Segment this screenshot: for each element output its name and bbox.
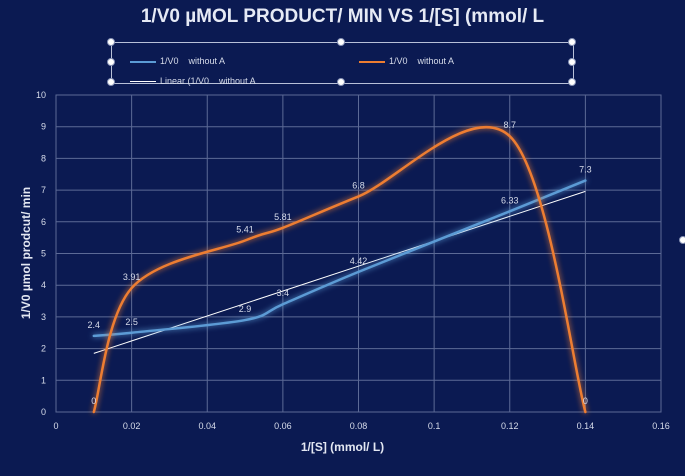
y-tick-label: 6 xyxy=(41,217,46,227)
chart-title: 1/V0 µMOL PRODUCT/ MIN VS 1/[S] (mmol/ L xyxy=(140,6,545,27)
series-line-2 xyxy=(92,125,587,414)
data-label-series-1: 2.5 xyxy=(125,317,138,327)
data-label-series-2: 0 xyxy=(583,396,588,406)
legend-swatch-trendline xyxy=(130,81,157,83)
y-tick-label: 0 xyxy=(41,407,46,417)
data-label-series-2: 5.81 xyxy=(274,212,292,222)
y-tick-label: 1 xyxy=(41,375,46,385)
y-tick-label: 10 xyxy=(36,90,46,100)
data-label-series-2: 0 xyxy=(91,396,96,406)
y-tick-label: 3 xyxy=(41,312,46,322)
y-tick-label: 5 xyxy=(41,249,46,259)
legend-label-trendline: Linear (1/V0 without A xyxy=(160,76,256,86)
legend-resize-handle-bottom[interactable] xyxy=(337,78,345,86)
x-tick-label: 0.06 xyxy=(274,421,292,431)
legend-resize-handle-bottom-left[interactable] xyxy=(107,78,115,86)
data-label-series-1: 3.4 xyxy=(277,288,290,298)
x-axis-title: 1/[S] (mmol/ L) xyxy=(300,440,385,454)
data-label-series-2: 6.8 xyxy=(352,180,365,190)
y-axis-title: 1/V0 µmol prodcut/ min xyxy=(19,186,33,320)
data-label-series-1: 2.4 xyxy=(88,320,101,330)
legend-resize-handle-top[interactable] xyxy=(337,38,345,46)
legend-resize-handle-top-right[interactable] xyxy=(568,38,576,46)
legend-label-series-2: 1/V0 without A xyxy=(389,56,455,66)
x-tick-label: 0.16 xyxy=(652,421,670,431)
y-tick-label: 7 xyxy=(41,185,46,195)
legend-resize-handle-left[interactable] xyxy=(107,58,115,66)
legend-entry-series-2[interactable]: 1/V0 without A xyxy=(344,46,454,76)
y-tick-label: 2 xyxy=(41,344,46,354)
x-tick-label: 0 xyxy=(53,421,58,431)
data-label-series-2: 5.41 xyxy=(236,225,254,235)
data-label-series-2: 3.91 xyxy=(123,272,141,282)
legend-label-series-1: 1/V0 without A xyxy=(160,56,226,66)
data-label-series-1: 7.3 xyxy=(579,165,592,175)
legend-entry-series-1[interactable]: 1/V0 without A xyxy=(115,46,225,76)
data-label-series-1: 4.42 xyxy=(350,256,368,266)
data-label-series-1: 6.33 xyxy=(501,195,519,205)
data-label-series-1: 2.9 xyxy=(239,304,252,314)
x-tick-label: 0.08 xyxy=(350,421,368,431)
y-tick-label: 4 xyxy=(41,280,46,290)
x-tick-label: 0.12 xyxy=(501,421,519,431)
x-tick-label: 0.1 xyxy=(428,421,441,431)
trendline xyxy=(93,190,586,354)
legend-entry-trendline[interactable]: Linear (1/V0 without A xyxy=(115,66,256,96)
x-tick-label: 0.04 xyxy=(198,421,216,431)
legend-resize-handle-bottom-right[interactable] xyxy=(568,78,576,86)
x-tick-label: 0.14 xyxy=(577,421,595,431)
legend-swatch-series-1 xyxy=(130,60,157,63)
legend-resize-handle-top-left[interactable] xyxy=(107,38,115,46)
data-label-series-2: 8.7 xyxy=(503,120,516,130)
chart-resize-handle-right[interactable] xyxy=(679,236,685,244)
legend-resize-handle-right[interactable] xyxy=(568,58,576,66)
y-tick-label: 8 xyxy=(41,153,46,163)
y-tick-label: 9 xyxy=(41,122,46,132)
series-line-1 xyxy=(92,179,587,338)
x-tick-label: 0.02 xyxy=(123,421,141,431)
legend-swatch-series-2 xyxy=(359,60,386,63)
